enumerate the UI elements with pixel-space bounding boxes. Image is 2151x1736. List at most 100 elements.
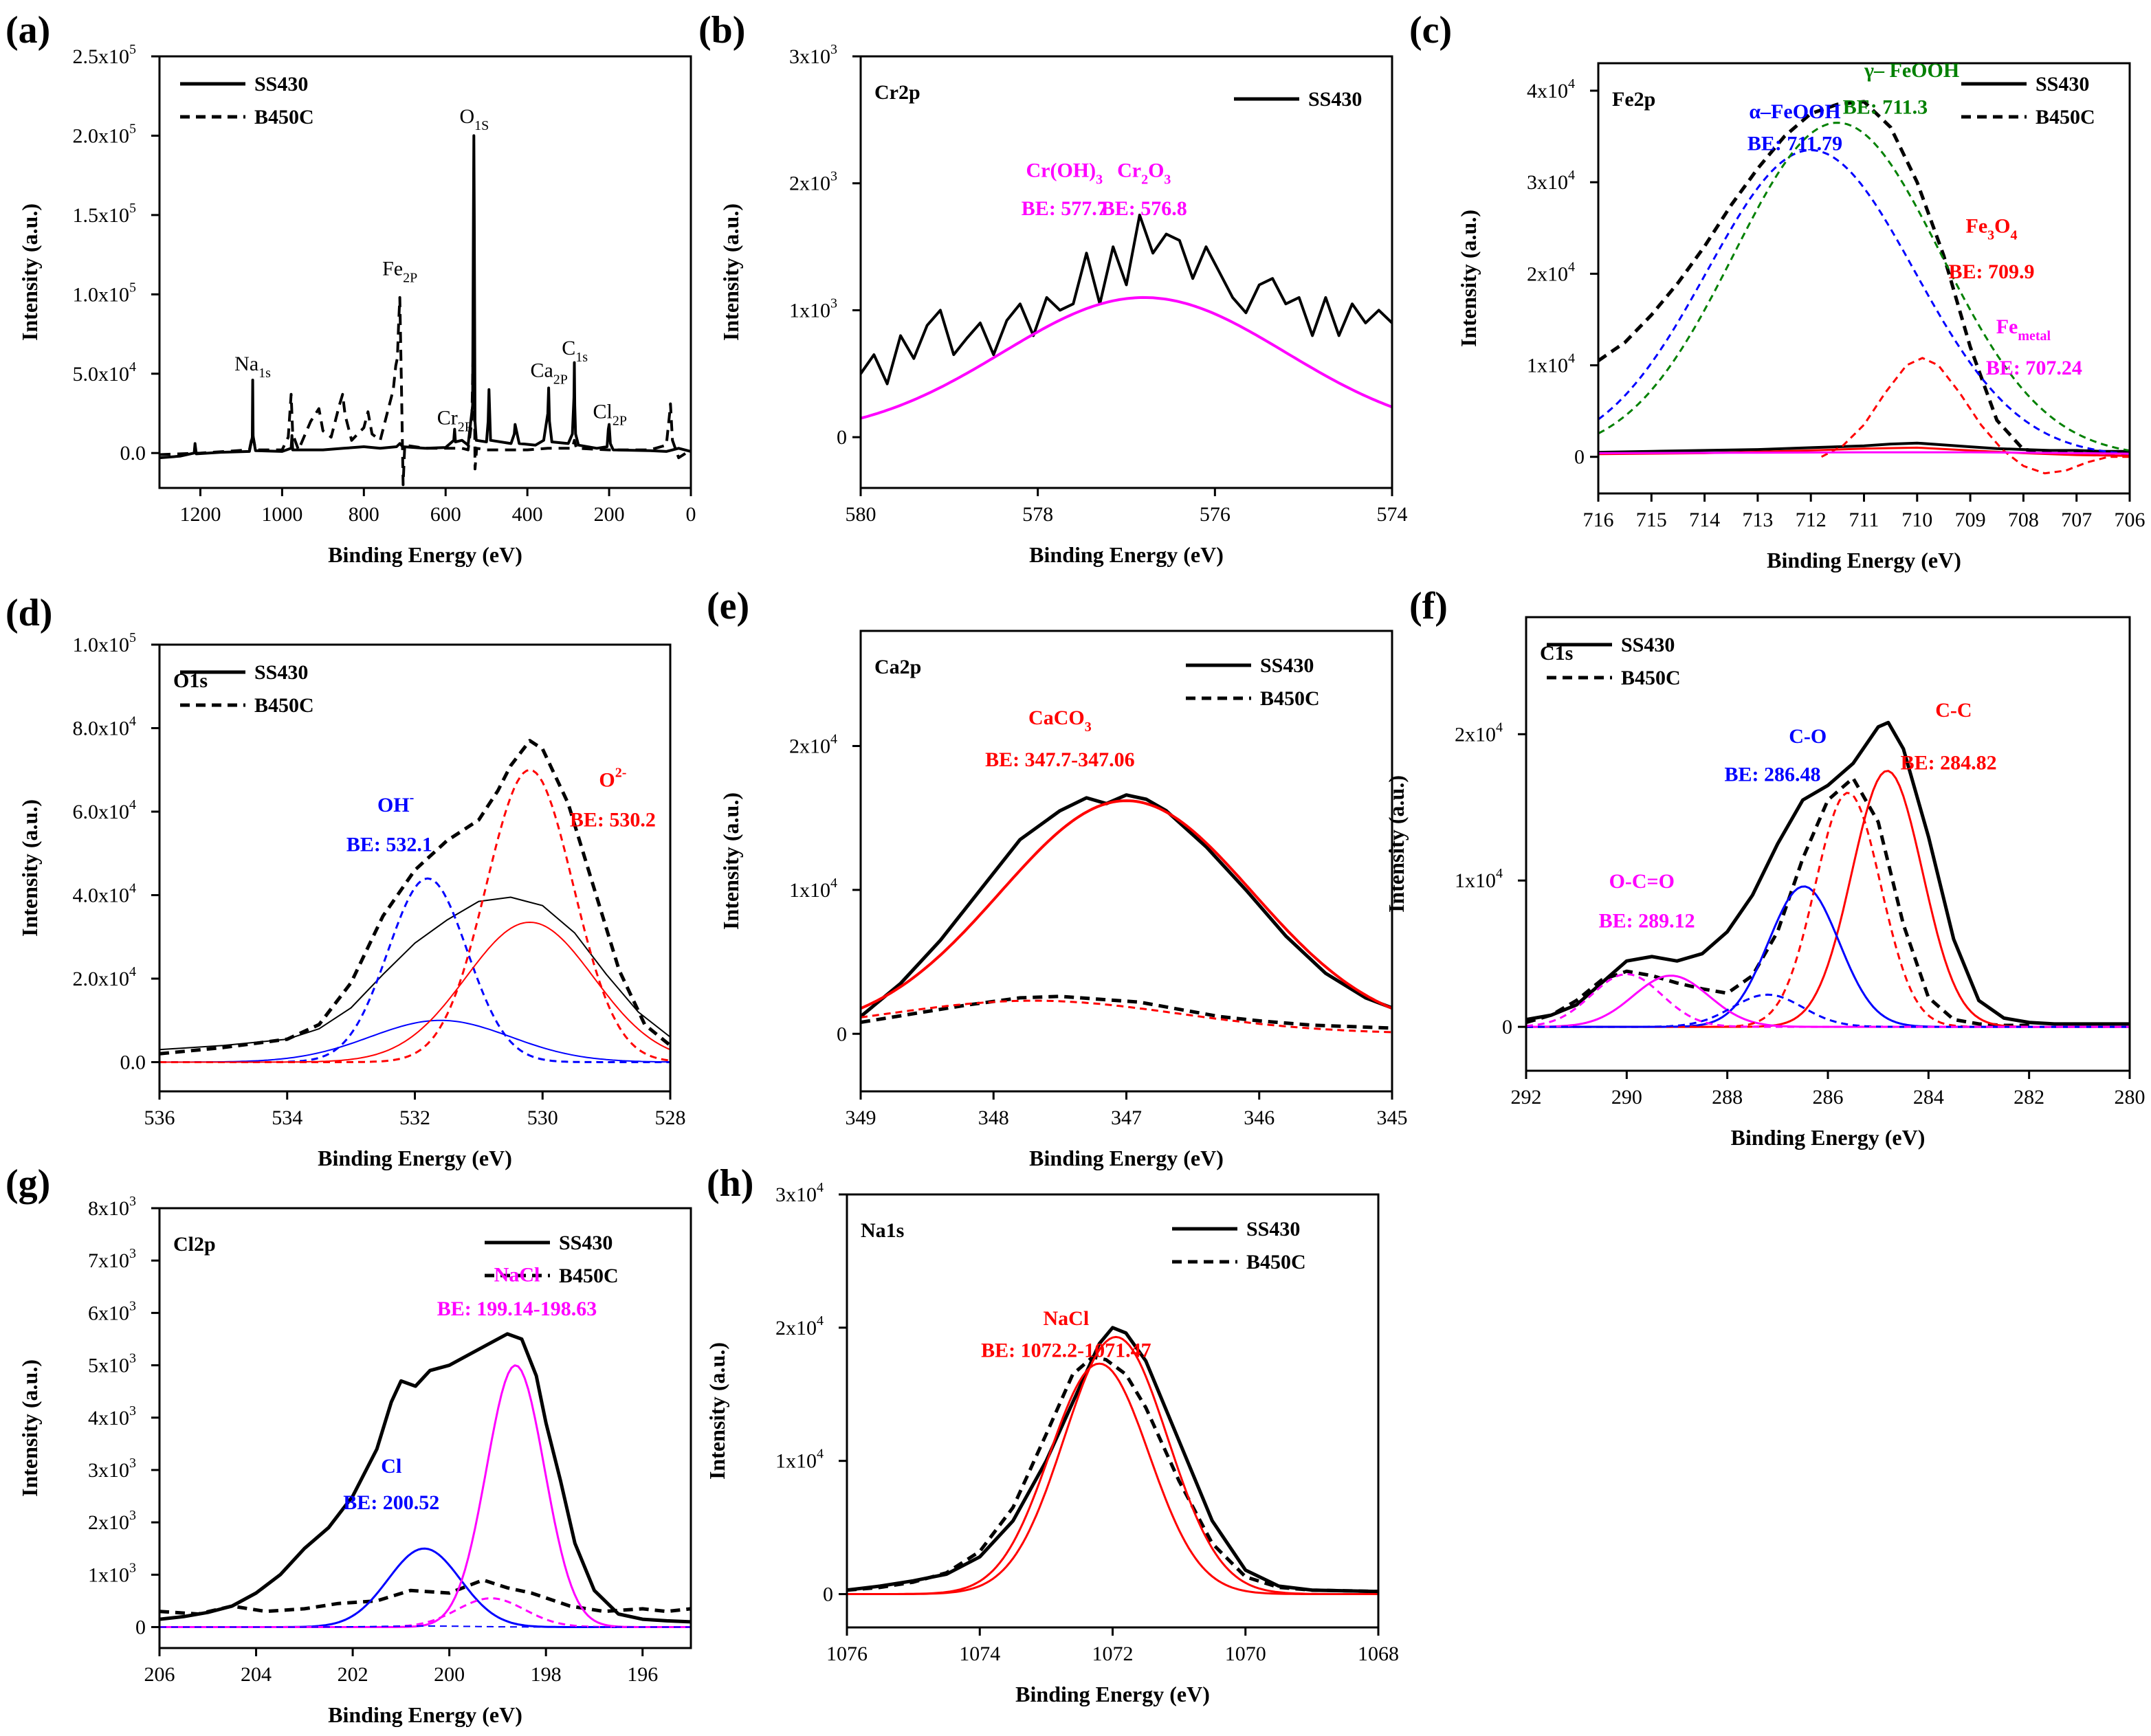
annotation-main-2: O	[1994, 214, 2010, 237]
binding-energy-label: BE: 199.14-198.63	[437, 1298, 597, 1320]
annotation-main: BE: 286.48	[1725, 763, 1821, 786]
peak-label: C-O	[1789, 725, 1827, 748]
y-tick-label: 2x104	[1527, 259, 1575, 285]
series-line-2	[861, 799, 1392, 1010]
x-tick-label: 710	[1901, 509, 1932, 531]
y-tick-mantissa: 2x10	[1527, 263, 1568, 285]
series-line-2	[159, 1547, 691, 1628]
spectrum-title: Ca2p	[874, 656, 921, 678]
peak-label: OH-	[377, 790, 414, 816]
series-group	[861, 793, 1392, 1034]
spectrum-title: Fe2p	[1612, 88, 1655, 111]
series-group	[861, 213, 1392, 420]
y-tick-exponent: 4	[129, 964, 136, 979]
plot-frame	[158, 1207, 692, 1649]
x-axis-label: Binding Energy (eV)	[328, 1702, 522, 1727]
legend-label: B450C	[1246, 1251, 1306, 1273]
y-tick-mantissa: 5x10	[88, 1355, 129, 1377]
annotation-main: BE: 711.79	[1747, 133, 1842, 155]
x-axis-label: Binding Energy (eV)	[1029, 1146, 1224, 1170]
y-tick-label: 2.0x104	[73, 964, 137, 990]
y-tick-mantissa: 1x10	[789, 299, 830, 322]
x-tick-label: 202	[338, 1663, 368, 1686]
annotation-main: C-O	[1789, 725, 1827, 748]
plot-frame	[158, 55, 692, 489]
series-line-3	[847, 1362, 1378, 1595]
panel-a: (a) 1200 1000 800 600 400 200 0 0.0 5.0x104 1.0x10…	[5, 9, 696, 567]
x-tick-label: 600	[430, 503, 461, 526]
panel-label: (f)	[1409, 585, 1448, 627]
y-tick-exponent: 4	[830, 732, 837, 747]
annotation-subscript-2: 4	[2011, 227, 2018, 243]
series-line-1	[159, 280, 691, 487]
y-tick-exponent: 4	[1496, 866, 1503, 881]
panel-h: (h)1076 1074 1072 1070 106801x1042x1043x104B…	[705, 1162, 1399, 1706]
series-group	[159, 1332, 691, 1628]
annotation-main: Cl	[593, 400, 613, 423]
y-tick-label: 2x104	[775, 1313, 824, 1339]
x-tick-label: 346	[1244, 1106, 1275, 1129]
y-tick-mantissa: 1x10	[1455, 869, 1496, 892]
peak-label: Na1s	[234, 353, 271, 381]
x-tick-label: 578	[1022, 503, 1053, 526]
x-tick-label: 280	[2115, 1086, 2146, 1109]
annotation-subscript: 2P	[613, 413, 627, 428]
y-tick-mantissa: 1x10	[789, 879, 830, 902]
peak-label: Fe2P	[382, 258, 417, 286]
y-tick-exponent: 4	[1568, 259, 1575, 274]
x-tick-label: 284	[1913, 1086, 1944, 1109]
y-tick-exponent: 3	[129, 1298, 136, 1313]
x-tick-label: 198	[531, 1663, 562, 1686]
legend-label: SS430	[559, 1232, 613, 1254]
annotation-main: BE: 199.14-198.63	[437, 1298, 597, 1320]
annotation-main: O	[459, 105, 474, 128]
legend-label: SS430	[1308, 88, 1362, 111]
y-tick-label: 0.0	[120, 1051, 146, 1073]
y-tick-label: 1x104	[789, 876, 837, 902]
annotation-subscript: 2P	[403, 271, 417, 286]
x-tick-label: 347	[1111, 1106, 1142, 1129]
x-tick-label: 1070	[1225, 1643, 1266, 1665]
annotation-main: Cr	[437, 407, 458, 430]
annotation-main: OH	[377, 794, 410, 816]
x-tick-label: 530	[527, 1106, 558, 1129]
x-tick-label: 196	[627, 1663, 658, 1686]
y-tick-exponent: 4	[1568, 76, 1575, 91]
y-tick-exponent: 3	[129, 1194, 136, 1209]
y-tick-mantissa: 1x10	[88, 1563, 129, 1586]
series-line-0	[861, 793, 1392, 1019]
annotation-main: Fe	[1996, 315, 2018, 338]
y-tick-mantissa: 3x10	[775, 1183, 817, 1206]
x-tick-label: 574	[1377, 503, 1408, 526]
y-tick-mantissa: 3x10	[1527, 171, 1568, 194]
annotation-main: O-C=O	[1609, 870, 1675, 893]
y-tick-exponent: 3	[129, 1456, 136, 1471]
y-tick-label: 1.5x105	[73, 201, 137, 227]
legend-label: SS430	[1246, 1218, 1300, 1240]
annotation-main: Cl	[381, 1455, 401, 1478]
annotation-main: BE: 711.3	[1843, 96, 1928, 118]
y-tick-exponent: 3	[129, 1560, 136, 1575]
y-tick-mantissa: 8.0x10	[73, 717, 130, 739]
annotation-subscript: 1S	[474, 118, 489, 133]
annotation-superscript: -	[410, 790, 415, 805]
y-tick-exponent: 4	[1568, 168, 1575, 183]
y-tick-mantissa: 2.0x10	[73, 968, 130, 990]
x-tick-label: 709	[1955, 509, 1986, 531]
binding-energy-label: BE: 1072.2-1071.47	[981, 1339, 1151, 1361]
panel-label: (e)	[707, 585, 749, 627]
series-line-5	[1526, 792, 2130, 1028]
y-tick-exponent: 4	[1496, 720, 1503, 735]
y-tick-exponent: 5	[129, 42, 136, 57]
legend-label: SS430	[254, 73, 308, 96]
x-axis-label: Binding Energy (eV)	[1767, 548, 1961, 572]
y-tick-label: 6x103	[88, 1298, 136, 1324]
series-line-4	[1821, 357, 2130, 475]
panel-label: (h)	[707, 1162, 753, 1205]
series-line-0	[1598, 100, 2130, 456]
y-tick-label: 3x104	[775, 1180, 824, 1206]
binding-energy-label: BE: 347.7-347.06	[985, 748, 1135, 771]
y-tick-mantissa: 2x10	[775, 1317, 817, 1339]
y-tick-label: 0	[837, 426, 847, 449]
